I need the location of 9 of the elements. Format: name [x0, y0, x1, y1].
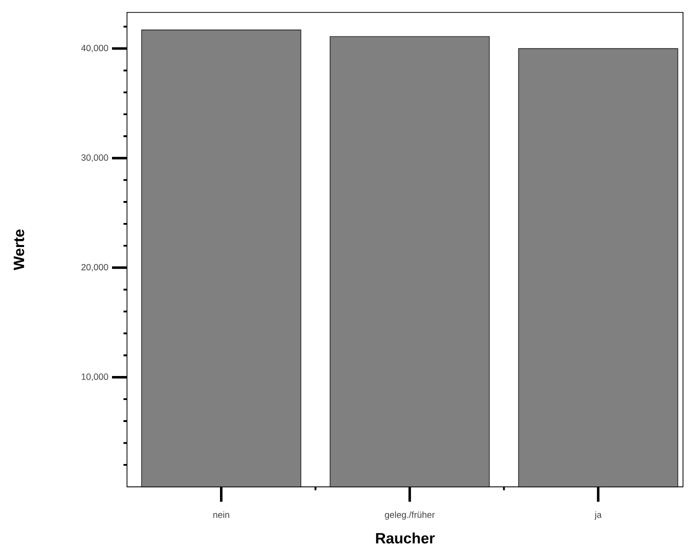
x-axis-title: Raucher — [376, 532, 435, 544]
y-axis-title: Werte — [14, 229, 24, 270]
x-tick-label: ja — [594, 511, 602, 520]
y-tick-label: 30,000 — [81, 154, 108, 162]
x-tick-label: nein — [213, 511, 230, 518]
x-tick-label: geleg./früher — [384, 511, 435, 520]
y-tick-label: 20,000 — [82, 264, 108, 272]
y-tick-label: 10,000 — [82, 374, 108, 381]
y-tick-label: 40,000 — [81, 44, 108, 52]
